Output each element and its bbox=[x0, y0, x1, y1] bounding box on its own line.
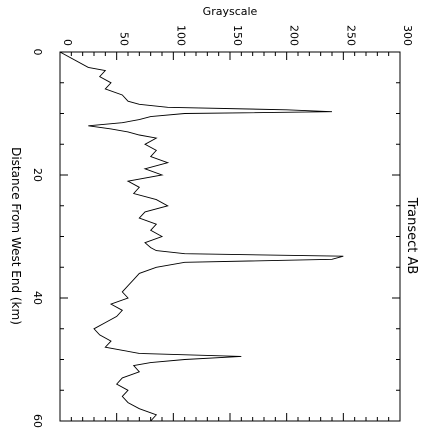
y-tick-label: 100 bbox=[174, 25, 187, 46]
x-tick-label: 20 bbox=[31, 168, 44, 182]
axis-ticks bbox=[59, 51, 401, 422]
tick-labels: 0 50 100 150 200 250 300 0 20 40 60 bbox=[31, 25, 414, 428]
y-tick-label: 50 bbox=[118, 32, 131, 46]
series-line bbox=[59, 51, 344, 422]
x-tick-label: 60 bbox=[31, 414, 44, 428]
x-axis-label: Distance From West End (km) bbox=[9, 147, 23, 325]
y-tick-label: 150 bbox=[231, 25, 244, 46]
plot-frame bbox=[59, 51, 401, 422]
y-tick-label: 300 bbox=[401, 25, 414, 46]
y-tick-label: 0 bbox=[61, 39, 74, 46]
chart-title: Transect AB bbox=[404, 197, 419, 275]
y-axis-label: Grayscale bbox=[203, 5, 258, 18]
y-tick-label: 250 bbox=[344, 25, 357, 46]
x-tick-label: 40 bbox=[31, 291, 44, 305]
x-tick-label: 0 bbox=[31, 49, 44, 56]
y-tick-label: 200 bbox=[288, 25, 301, 46]
